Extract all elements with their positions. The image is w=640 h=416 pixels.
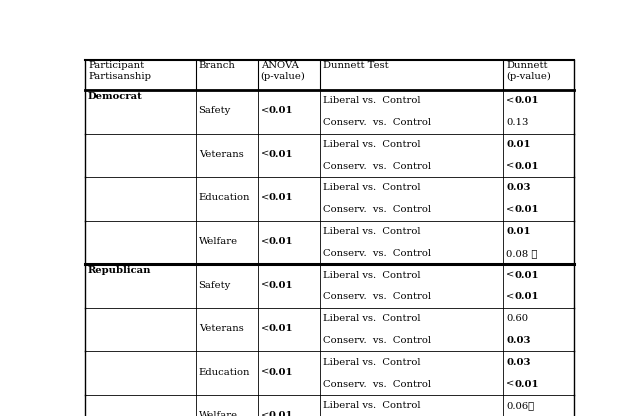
Text: <: < [260, 237, 269, 246]
Text: <: < [506, 205, 515, 214]
Text: Democrat: Democrat [88, 92, 143, 101]
Text: 0.01: 0.01 [506, 227, 531, 236]
Text: 0.60: 0.60 [506, 314, 529, 323]
Text: Conserv.  vs.  Control: Conserv. vs. Control [323, 379, 431, 389]
Text: <: < [260, 150, 269, 159]
Text: 0.01: 0.01 [269, 106, 293, 115]
Text: 0.13: 0.13 [506, 118, 529, 127]
Text: Welfare: Welfare [198, 237, 237, 246]
Text: Education: Education [198, 193, 250, 203]
Text: <: < [506, 270, 515, 280]
Text: Welfare: Welfare [198, 411, 237, 416]
Text: 0.01: 0.01 [515, 162, 539, 171]
Text: 0.01: 0.01 [269, 411, 293, 416]
Text: Participant
Partisanship: Participant Partisanship [88, 61, 151, 81]
Text: 0.01: 0.01 [269, 237, 293, 246]
Text: 0.01: 0.01 [269, 280, 293, 290]
Text: Safety: Safety [198, 106, 231, 115]
Text: Liberal vs.  Control: Liberal vs. Control [323, 270, 420, 280]
Text: <: < [506, 379, 515, 389]
Text: 0.06★: 0.06★ [506, 401, 534, 410]
Text: 0.01: 0.01 [506, 140, 531, 149]
Text: 0.03: 0.03 [506, 336, 531, 345]
Text: 0.08 ★: 0.08 ★ [506, 249, 538, 258]
Text: Conserv.  vs.  Control: Conserv. vs. Control [323, 205, 431, 214]
Text: Safety: Safety [198, 280, 231, 290]
Text: 0.01: 0.01 [515, 292, 539, 301]
Text: <: < [260, 193, 269, 203]
Text: 0.01: 0.01 [269, 368, 293, 376]
Text: Liberal vs.  Control: Liberal vs. Control [323, 314, 420, 323]
Text: Conserv.  vs.  Control: Conserv. vs. Control [323, 118, 431, 127]
Text: Liberal vs.  Control: Liberal vs. Control [323, 401, 420, 410]
Text: 0.01: 0.01 [515, 379, 539, 389]
Text: <: < [506, 292, 515, 301]
Text: Education: Education [198, 368, 250, 376]
Text: Liberal vs.  Control: Liberal vs. Control [323, 140, 420, 149]
Text: <: < [260, 368, 269, 376]
Text: Veterans: Veterans [198, 150, 243, 159]
Text: 0.03: 0.03 [506, 358, 531, 367]
Text: <: < [506, 97, 515, 105]
Text: Veterans: Veterans [198, 324, 243, 333]
Text: 0.01: 0.01 [515, 205, 539, 214]
Text: Liberal vs.  Control: Liberal vs. Control [323, 358, 420, 367]
Text: <: < [260, 324, 269, 333]
Text: 0.01: 0.01 [269, 150, 293, 159]
Text: 0.01: 0.01 [269, 324, 293, 333]
Text: 0.03: 0.03 [506, 183, 531, 193]
Text: Dunnett Test: Dunnett Test [323, 61, 388, 70]
Text: Liberal vs.  Control: Liberal vs. Control [323, 227, 420, 236]
Text: Conserv.  vs.  Control: Conserv. vs. Control [323, 249, 431, 258]
Text: Republican: Republican [88, 267, 152, 275]
Text: Liberal vs.  Control: Liberal vs. Control [323, 97, 420, 105]
Text: Conserv.  vs.  Control: Conserv. vs. Control [323, 162, 431, 171]
Text: Branch: Branch [198, 61, 236, 70]
Text: Conserv.  vs.  Control: Conserv. vs. Control [323, 336, 431, 345]
Text: 0.01: 0.01 [269, 193, 293, 203]
Text: Dunnett
(p-value): Dunnett (p-value) [506, 61, 551, 82]
Text: <: < [506, 162, 515, 171]
Text: Conserv.  vs.  Control: Conserv. vs. Control [323, 292, 431, 301]
Text: <: < [260, 106, 269, 115]
Text: <: < [260, 411, 269, 416]
Text: Liberal vs.  Control: Liberal vs. Control [323, 183, 420, 193]
Text: 0.01: 0.01 [515, 270, 539, 280]
Text: ANOVA
(p-value): ANOVA (p-value) [260, 61, 305, 82]
Text: <: < [260, 280, 269, 290]
Text: 0.01: 0.01 [515, 97, 539, 105]
